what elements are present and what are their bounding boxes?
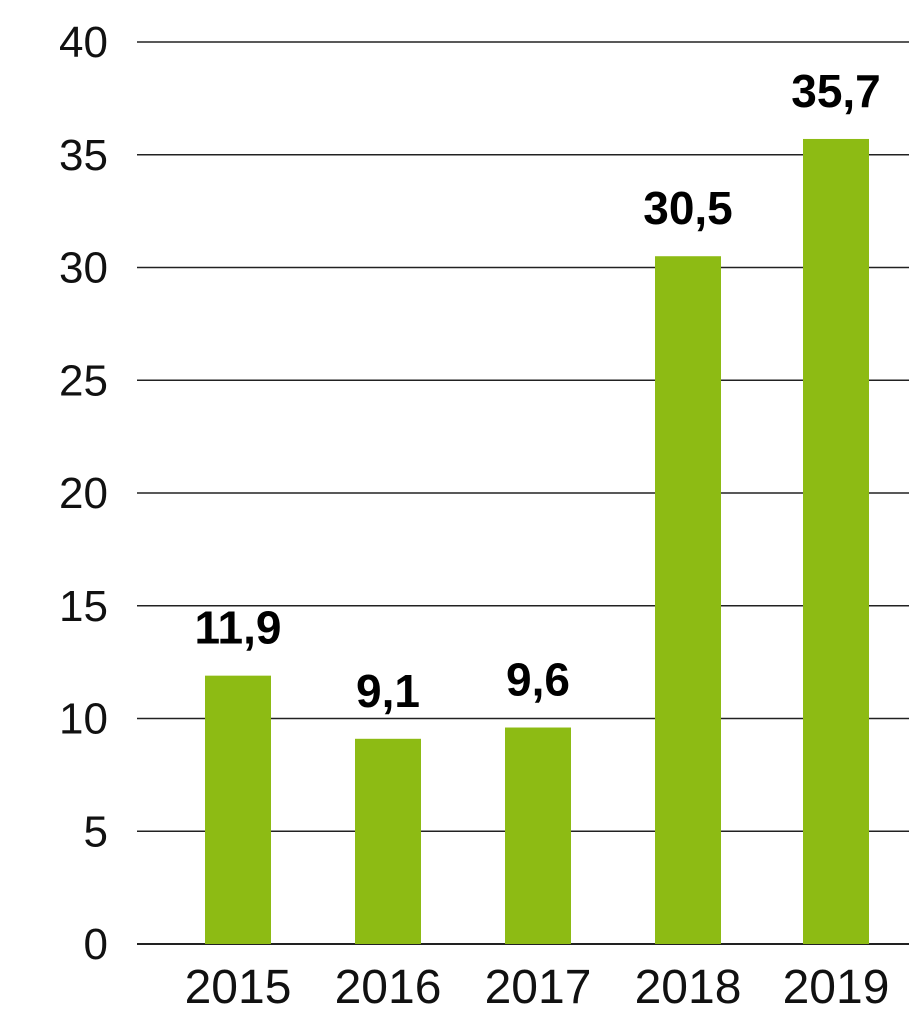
- y-tick-label: 5: [84, 807, 108, 856]
- bar-2019: [803, 138, 869, 945]
- x-tick-label-2018: 2018: [635, 961, 742, 1009]
- y-tick-label: 20: [59, 469, 108, 518]
- x-axis-ticks: 2015 2016 2017 2018 2019: [185, 961, 890, 1009]
- value-label-2017: 9,6: [506, 654, 570, 706]
- value-label-2018: 30,5: [643, 182, 733, 234]
- y-tick-label: 30: [59, 244, 108, 293]
- y-tick-label: 25: [59, 356, 108, 405]
- value-labels: 11,9 9,1 9,6 30,5 35,7: [195, 65, 881, 717]
- bar-2016: [355, 738, 421, 944]
- y-tick-label: 15: [59, 582, 108, 631]
- value-label-2015: 11,9: [195, 602, 282, 654]
- x-tick-label-2017: 2017: [485, 961, 592, 1009]
- bar-2018: [655, 256, 721, 945]
- x-tick-label-2019: 2019: [783, 961, 890, 1009]
- bar-2015: [205, 675, 271, 944]
- x-tick-label-2015: 2015: [185, 961, 292, 1009]
- y-tick-label: 0: [84, 920, 108, 969]
- y-tick-label: 40: [59, 18, 108, 67]
- y-axis-ticks: 0 5 10 15 20 25 30 35 40: [59, 18, 108, 969]
- y-tick-label: 10: [59, 695, 108, 744]
- bars: [205, 138, 869, 945]
- bar-2017: [505, 727, 571, 944]
- x-tick-label-2016: 2016: [335, 961, 442, 1009]
- y-tick-label: 35: [59, 131, 108, 180]
- value-label-2019: 35,7: [791, 65, 881, 117]
- value-label-2016: 9,1: [356, 665, 420, 717]
